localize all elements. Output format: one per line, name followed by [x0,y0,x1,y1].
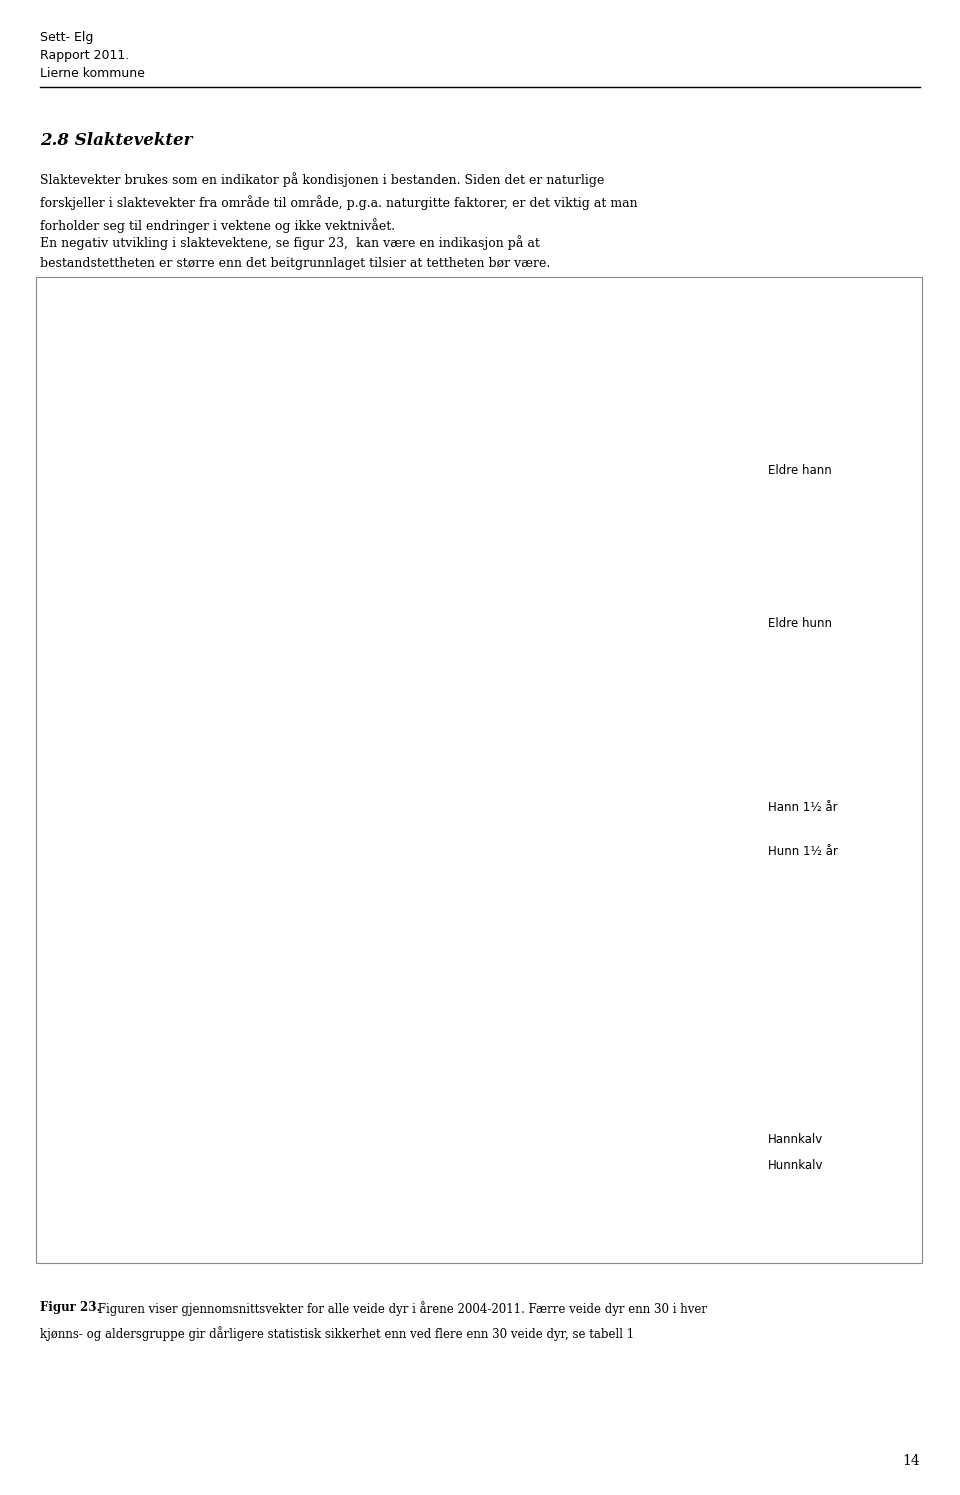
Text: Rapport 2011.: Rapport 2011. [40,49,130,63]
Text: Hann 1½ år: Hann 1½ år [768,801,838,813]
Text: kjønns- og aldersgruppe gir dårligere statistisk sikkerhet enn ved flere enn 30 : kjønns- og aldersgruppe gir dårligere st… [40,1326,635,1341]
Text: Hunn 1½ år: Hunn 1½ år [768,845,838,858]
Text: Eldre hann: Eldre hann [768,463,831,477]
Text: 14: 14 [902,1455,920,1468]
Text: Lierne kommune: Lierne kommune [40,67,145,81]
Text: Hannkalv: Hannkalv [768,1133,824,1147]
Title: Gjennomsnittlige slaktevekter: Gjennomsnittlige slaktevekter [255,315,589,333]
Text: Eldre hunn: Eldre hunn [768,617,832,631]
Text: En negativ utvikling i slaktevektene, se figur 23,  kan være en indikasjon på at: En negativ utvikling i slaktevektene, se… [40,235,551,269]
Text: Slaktevekter brukes som en indikator på kondisjonen i bestanden. Siden det er na: Slaktevekter brukes som en indikator på … [40,172,638,233]
Y-axis label: Slaktevekt i kg: Slaktevekt i kg [38,737,51,825]
Text: Sett- Elg: Sett- Elg [40,31,94,45]
Text: Hunnkalv: Hunnkalv [768,1160,824,1172]
Text: 2.8 Slaktevekter: 2.8 Slaktevekter [40,132,193,148]
Text: Figuren viser gjennomsnittsvekter for alle veide dyr i årene 2004-2011. Færre ve: Figuren viser gjennomsnittsvekter for al… [94,1301,707,1316]
Text: Figur 23.: Figur 23. [40,1301,101,1314]
